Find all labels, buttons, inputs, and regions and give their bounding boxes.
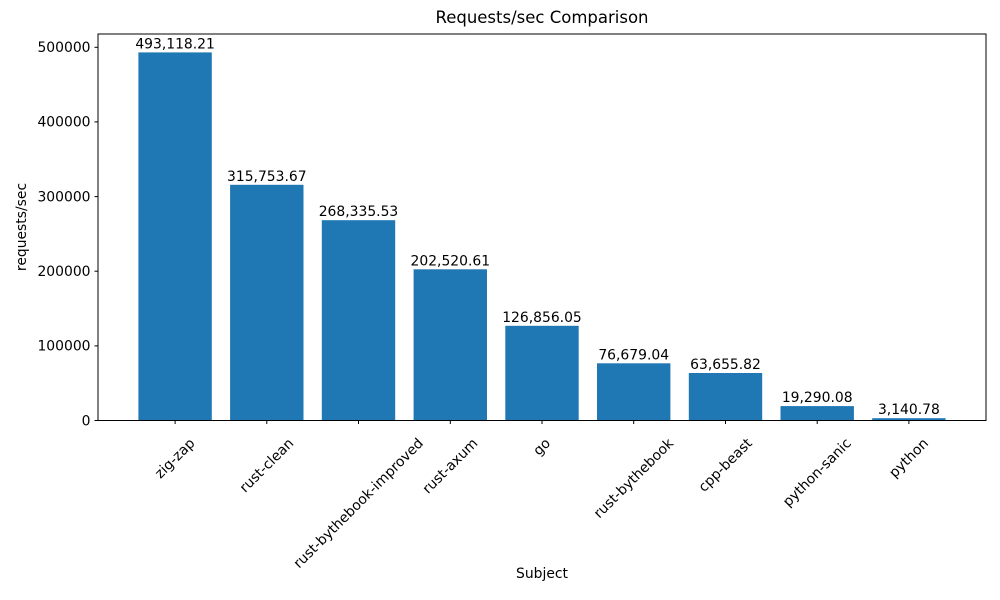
y-tick-label: 200000 <box>37 264 90 280</box>
bar-value-label-python-sanic: 19,290.08 <box>782 390 853 406</box>
x-tick-label-python: python <box>886 436 932 482</box>
bar-value-label-rust-bythebook: 76,679.04 <box>598 347 669 363</box>
x-tick-label-rust-clean: rust-clean <box>237 436 298 497</box>
bar-python <box>872 418 946 421</box>
x-axis: zig-zap rust-cleanrust-bythebook-improved… <box>152 420 932 572</box>
bar-value-label-rust-bythebook-improved: 268,335.53 <box>319 204 399 220</box>
bar-value-label-python: 3,140.78 <box>878 402 940 418</box>
x-tick-label-python-sanic: python-sanic <box>780 436 855 511</box>
x-axis-label: Subject <box>516 566 568 582</box>
bar-python-sanic <box>780 406 854 421</box>
bar-rust-bythebook-improved <box>321 220 396 421</box>
y-tick-label: 300000 <box>37 189 90 205</box>
bar-value-label-rust-axum: 202,520.61 <box>411 253 491 269</box>
bar-go <box>505 325 579 421</box>
y-axis: 0 100000 200000 300000 400000 500000 <box>37 40 98 429</box>
y-tick-label: 0 <box>82 413 91 429</box>
y-tick-label: 500000 <box>37 40 90 56</box>
bars-group <box>138 52 946 421</box>
bar-value-label-cpp-beast: 63,655.82 <box>690 357 761 373</box>
bar-cpp-beast <box>688 373 763 421</box>
bar-rust-clean <box>230 184 304 421</box>
bar-rust-bythebook <box>597 363 671 421</box>
bar-zig-zap <box>138 52 212 421</box>
x-tick-label-cpp-beast: cpp-beast <box>696 435 756 495</box>
x-tick-label-go: go <box>530 436 554 460</box>
y-tick-label: 100000 <box>37 339 90 355</box>
bar-value-label-rust-clean: 315,753.67 <box>227 169 307 185</box>
plot-border <box>97 33 987 421</box>
x-tick-label-rust-axum: rust-axum <box>420 436 482 498</box>
x-tick-label-rust-bythebook-improved: rust-bythebook-improved <box>291 436 427 572</box>
y-axis-label: requests/sec <box>14 183 30 271</box>
bar-rust-axum <box>413 269 487 421</box>
x-tick-label-zig-zap: zig-zap <box>152 435 199 482</box>
y-tick-label: 400000 <box>37 115 90 131</box>
x-tick-label-rust-bythebook: rust-bythebook <box>591 436 677 522</box>
bar-value-labels-group: 493,118.21 315,753.67 268,335.53 202,520.61… <box>135 36 940 418</box>
bar-value-label-zig-zap: 493,118.21 <box>135 36 215 52</box>
chart-title: Requests/sec Comparison <box>435 8 648 27</box>
bar-value-label-go: 126,856.05 <box>502 310 582 326</box>
